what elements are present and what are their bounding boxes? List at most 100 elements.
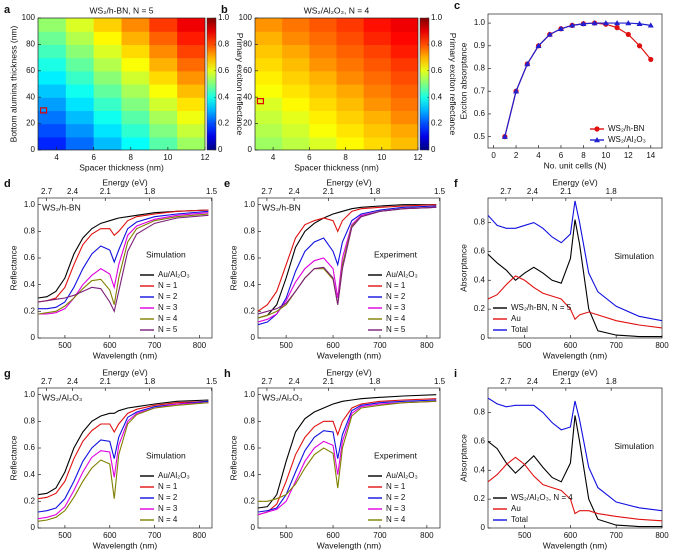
heatmap-cell bbox=[282, 110, 310, 125]
colorbar-tick-label: 0.8 bbox=[218, 40, 230, 49]
x-axis-label: Wavelength (nm) bbox=[93, 540, 158, 550]
heatmap-cell bbox=[336, 70, 365, 85]
series-line bbox=[38, 209, 209, 299]
y-tick-label: 100 bbox=[239, 13, 253, 22]
x-tick-label: 4 bbox=[54, 153, 59, 162]
heatmap-cell bbox=[121, 110, 150, 125]
heatmap-cell bbox=[149, 136, 178, 150]
legend-label: N = 5 bbox=[158, 325, 178, 334]
plot-frame bbox=[487, 197, 663, 339]
heatmap-cell bbox=[149, 97, 178, 111]
legend-label: N = 5 bbox=[386, 325, 406, 334]
heatmap-cell bbox=[38, 31, 67, 45]
annotation: Simulation bbox=[146, 249, 186, 259]
point-marker bbox=[614, 25, 620, 31]
heatmap-cell bbox=[363, 123, 392, 138]
y-tick-label: 0 bbox=[248, 145, 253, 154]
x-tick-label: 800 bbox=[655, 341, 669, 350]
y-tick-label: 0.6 bbox=[474, 109, 486, 118]
legend-label: WS₂/Al₂O₃, N = 4 bbox=[511, 493, 573, 502]
series-line bbox=[38, 212, 209, 315]
series-line bbox=[38, 400, 209, 513]
series-line bbox=[488, 275, 662, 329]
y-tick-label: 0.2 bbox=[24, 496, 36, 505]
heatmap-cell bbox=[282, 57, 310, 72]
heatmap-cell bbox=[93, 123, 123, 138]
colorbar-tick-label: 0.6 bbox=[218, 66, 230, 75]
series-line bbox=[38, 214, 209, 313]
x2-tick-label: 1.8 bbox=[369, 187, 381, 196]
heatmap-cell bbox=[149, 57, 178, 72]
point-marker bbox=[580, 20, 587, 26]
x2-tick-label: 1.8 bbox=[369, 377, 381, 386]
x2-tick-label: 2.1 bbox=[323, 377, 335, 386]
heatmap-cell bbox=[255, 110, 283, 125]
colorbar-tick-label: 1.0 bbox=[431, 13, 443, 22]
annotation: Simulation bbox=[614, 251, 654, 261]
legend-label: N = 2 bbox=[158, 493, 178, 502]
x-tick-label: 500 bbox=[58, 531, 72, 540]
heatmap-cell bbox=[121, 44, 150, 59]
x-axis-label: Wavelength (nm) bbox=[317, 350, 382, 360]
legend-label: N = 3 bbox=[158, 303, 178, 312]
series-line bbox=[258, 206, 437, 315]
heatmap-cell bbox=[282, 31, 310, 45]
y-tick-label: 0.7 bbox=[474, 86, 486, 95]
series-line bbox=[258, 204, 437, 312]
colorbar-tick-label: 0.2 bbox=[218, 119, 230, 128]
heatmap-cell bbox=[255, 18, 283, 32]
y-tick-label: 60 bbox=[26, 66, 35, 75]
heatmap-cell bbox=[309, 57, 338, 72]
y-tick-label: 0.6 bbox=[474, 247, 486, 256]
y-tick-label: 0.8 bbox=[474, 64, 486, 73]
x2-axis-label: Energy (eV) bbox=[326, 367, 372, 377]
heatmap-cell bbox=[177, 57, 205, 72]
heatmap-cell bbox=[65, 123, 95, 138]
x2-tick-label: 2.4 bbox=[67, 187, 79, 196]
point-marker bbox=[513, 88, 520, 94]
heatmap-cell bbox=[93, 110, 123, 125]
highlight-marker bbox=[39, 107, 48, 114]
x2-axis-label: Energy (eV) bbox=[102, 177, 148, 187]
point-marker bbox=[591, 20, 598, 26]
heatmap-cell bbox=[65, 57, 95, 72]
x-tick-label: 800 bbox=[193, 531, 207, 540]
x2-axis-label: Energy (eV) bbox=[326, 177, 372, 187]
colorbar-tick-label: 0.4 bbox=[218, 92, 230, 101]
heatmap-cell bbox=[121, 84, 150, 98]
y-tick-label: 1.0 bbox=[244, 200, 256, 209]
y-tick-label: 0.5 bbox=[474, 132, 486, 141]
annotation: Simulation bbox=[146, 450, 186, 460]
colorbar-tick-label: 0 bbox=[218, 145, 223, 154]
y-tick-label: 1.0 bbox=[244, 390, 256, 399]
plot-frame bbox=[257, 387, 441, 529]
x-tick-label: 4 bbox=[271, 153, 276, 162]
legend-label: Au bbox=[511, 504, 521, 513]
point-marker bbox=[636, 43, 643, 49]
chart-title: WS₂/Al₂O₃, N = 4 bbox=[304, 5, 370, 15]
heatmap-cell bbox=[38, 123, 67, 138]
heatmap-cell bbox=[38, 136, 67, 150]
heatmap-cell bbox=[336, 136, 365, 150]
x-tick-label: 14 bbox=[646, 151, 655, 160]
y-tick-label: 20 bbox=[243, 119, 252, 128]
heatmap-cell bbox=[177, 136, 205, 150]
heatmap-cell bbox=[38, 57, 67, 72]
heatmap-cell bbox=[255, 57, 283, 72]
legend-label: WS₂/h-BN bbox=[608, 124, 645, 133]
y-tick-label: 0.2 bbox=[244, 496, 256, 505]
x2-axis-label: Energy (eV) bbox=[552, 367, 598, 377]
point-marker bbox=[625, 20, 632, 26]
heatmap-cell bbox=[390, 97, 418, 111]
x-tick-label: 500 bbox=[518, 531, 532, 540]
heatmap-cell bbox=[309, 97, 338, 111]
x-tick-label: 800 bbox=[655, 531, 669, 540]
heatmap-cell bbox=[177, 44, 205, 59]
annotation: Experiment bbox=[374, 450, 418, 460]
point-marker bbox=[501, 133, 508, 139]
colorbar-label: Primary exciton reflectance bbox=[448, 33, 458, 136]
series-line bbox=[38, 213, 209, 315]
x-tick-label: 8 bbox=[129, 153, 134, 162]
y-tick-label: 100 bbox=[22, 13, 36, 22]
legend-label: N = 1 bbox=[158, 482, 178, 491]
